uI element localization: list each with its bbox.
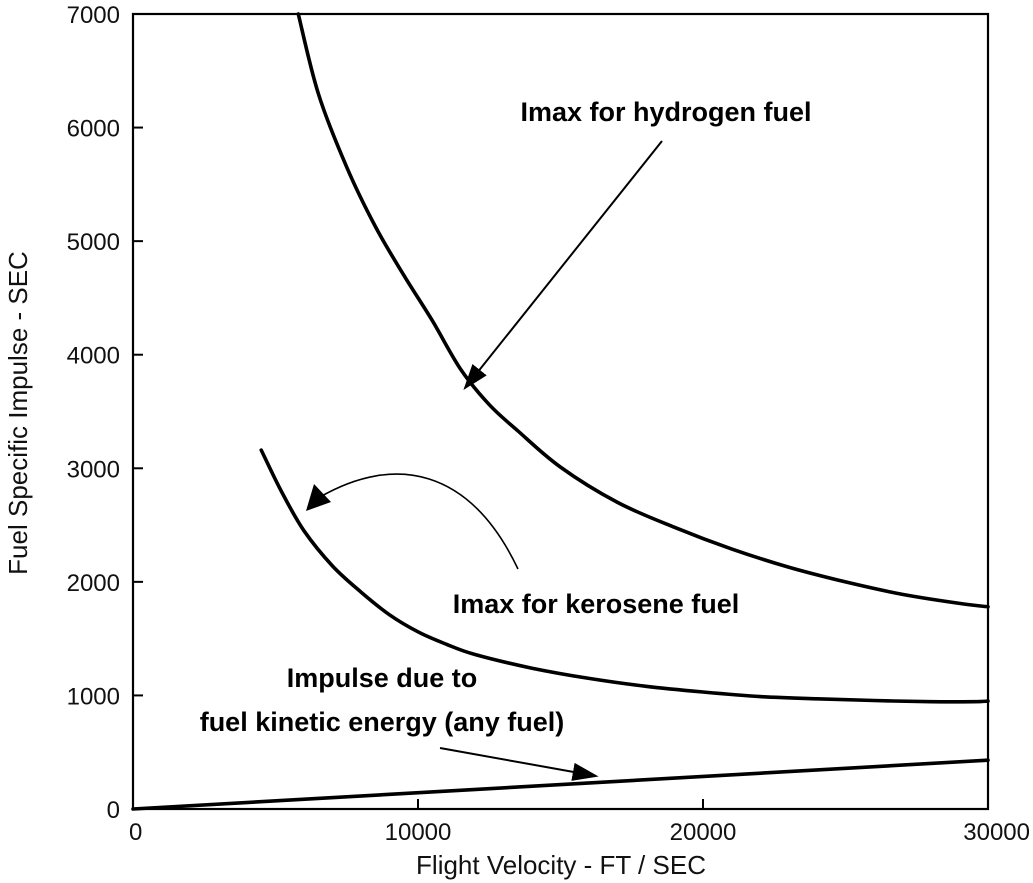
y-axis-title: Fuel Specific Impulse - SEC: [3, 251, 33, 575]
kinetic-energy-line: [131, 758, 990, 811]
plot-frame: [131, 12, 990, 811]
y-tick-labels: 0 1000 2000 3000 4000 5000 6000 7000: [67, 2, 120, 824]
y-tick-label: 3000: [67, 456, 120, 483]
annotation-hydrogen: Imax for hydrogen fuel: [520, 97, 811, 127]
annotation-kinetic-line2: fuel kinetic energy (any fuel): [200, 707, 565, 737]
hydrogen-curve: [296, 12, 990, 609]
x-tick-labels: 0 10000 20000 30000: [129, 819, 1030, 846]
y-tick-label: 6000: [67, 116, 120, 143]
y-tick-label: 4000: [67, 343, 120, 370]
kerosene-curve: [259, 448, 990, 704]
annotation-kinetic-arrow: [439, 747, 599, 781]
y-tick-label: 2000: [67, 570, 120, 597]
annotation-kinetic-line1: Impulse due to: [287, 663, 478, 693]
annotation-kerosene-arrowhead: [306, 484, 331, 511]
y-tick-label: 5000: [67, 229, 120, 256]
annotation-hydrogen-arrow: [463, 140, 663, 391]
y-tick-label: 0: [107, 797, 120, 824]
x-tick-label: 10000: [385, 819, 452, 846]
x-tick-label: 0: [129, 819, 142, 846]
x-tick-label: 20000: [670, 819, 737, 846]
data-series: [131, 12, 990, 811]
x-axis-title: Flight Velocity - FT / SEC: [416, 850, 706, 880]
y-tick-label: 7000: [67, 2, 120, 29]
axis-ticks: [133, 126, 704, 809]
annotation-kerosene-leader: [319, 473, 519, 570]
y-tick-label: 1000: [67, 683, 120, 710]
annotation-kerosene: Imax for kerosene fuel: [453, 589, 740, 619]
x-tick-label: 30000: [963, 819, 1030, 846]
